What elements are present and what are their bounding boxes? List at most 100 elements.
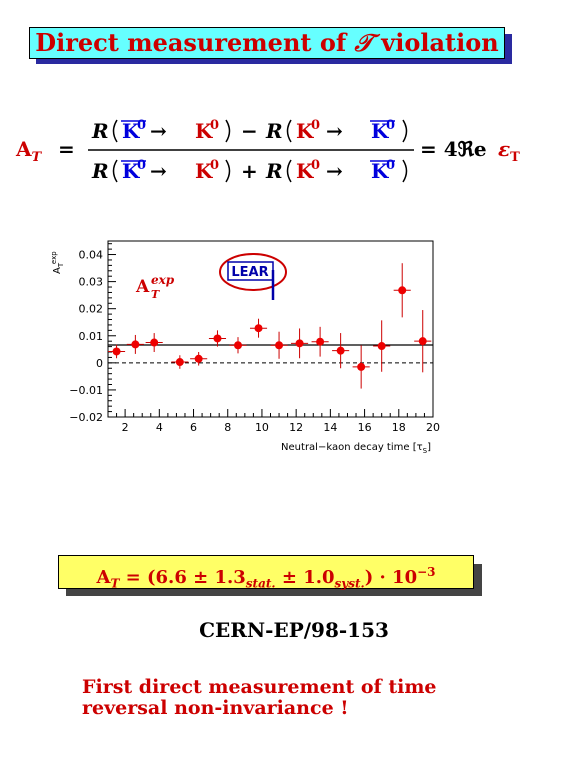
conclusion-line-2: reversal non-invariance ! xyxy=(82,697,349,719)
point-marker xyxy=(213,334,222,343)
svg-text:−: − xyxy=(241,119,258,143)
svg-text:K: K xyxy=(122,159,140,183)
svg-text:0: 0 xyxy=(311,158,320,173)
data-point xyxy=(414,310,432,373)
x-tick-label: 12 xyxy=(289,421,303,434)
point-marker xyxy=(175,358,184,367)
formula-numerator: R K 0 → K 0 − R K 0 → K 0 xyxy=(91,118,408,143)
point-marker xyxy=(357,362,366,371)
data-point xyxy=(190,352,208,366)
svg-text:K: K xyxy=(296,159,314,183)
data-point xyxy=(208,330,227,347)
svg-text:=: = xyxy=(58,137,75,161)
data-point xyxy=(393,263,411,318)
y-tick-label: 0.02 xyxy=(79,303,104,316)
data-point xyxy=(249,318,268,338)
title-prefix: Direct measurement of xyxy=(35,28,347,57)
svg-text:0: 0 xyxy=(386,118,395,133)
svg-text:0: 0 xyxy=(137,158,146,173)
data-point xyxy=(145,333,163,353)
svg-text:→: → xyxy=(150,119,167,143)
formula-epsilon: εT xyxy=(498,137,520,165)
svg-text:R: R xyxy=(91,159,109,183)
svg-text:0: 0 xyxy=(137,118,146,133)
chart-title: A xyxy=(135,277,150,297)
conclusion-line-1: First direct measurement of time xyxy=(82,676,437,698)
point-marker xyxy=(418,337,427,346)
y-tick-label: 0.03 xyxy=(79,276,104,289)
chart-title-sup: exp xyxy=(151,273,175,287)
title-symbol: 𝒯 xyxy=(354,28,373,57)
svg-text:K: K xyxy=(371,119,389,143)
chart-title-sub: T xyxy=(151,288,160,301)
y-tick-label: 0.04 xyxy=(79,249,104,262)
point-marker xyxy=(336,346,345,355)
point-marker xyxy=(254,324,263,333)
x-tick-label: 4 xyxy=(156,421,163,434)
x-tick-label: 2 xyxy=(122,421,129,434)
data-point xyxy=(126,334,144,354)
x-tick-label: 6 xyxy=(190,421,197,434)
svg-text:→: → xyxy=(326,159,343,183)
y-tick-label: 0.01 xyxy=(79,330,104,343)
svg-text:0: 0 xyxy=(210,118,219,133)
x-axis-label: Neutral−kaon decay time [τS] xyxy=(281,442,431,455)
svg-text:R: R xyxy=(91,119,109,143)
x-tick-label: 10 xyxy=(255,421,269,434)
point-marker xyxy=(295,339,304,348)
data-point xyxy=(229,337,247,354)
x-tick-label: 8 xyxy=(224,421,231,434)
svg-text:R: R xyxy=(265,119,283,143)
data-point xyxy=(311,326,329,357)
asymmetry-formula: AT = R K 0 → K 0 − R K 0 → K 0 R xyxy=(15,118,520,183)
x-tick-label: 18 xyxy=(392,421,406,434)
formula-rhs: = 4ℜe xyxy=(420,137,487,161)
point-marker xyxy=(275,341,284,350)
svg-text:K: K xyxy=(195,159,213,183)
point-marker xyxy=(131,340,140,349)
chart-marks xyxy=(108,263,433,389)
x-tick-label: 14 xyxy=(323,421,337,434)
lear-logo-text: LEAR xyxy=(231,265,268,280)
svg-text:+: + xyxy=(241,159,258,183)
point-marker xyxy=(398,286,407,295)
svg-text:R: R xyxy=(265,159,283,183)
page-title: Direct measurement of 𝒯 violation xyxy=(29,27,505,59)
y-tick-label: −0.01 xyxy=(69,384,103,397)
data-point xyxy=(171,355,189,369)
chart-axes: 2 4 6 8 10 12 14 16 18 20 0.04 0.03 0.02 0.01 0 −0.01 −0… xyxy=(69,240,440,434)
svg-text:0: 0 xyxy=(311,118,320,133)
svg-text:0: 0 xyxy=(210,158,219,173)
result-box: AT = (6.6 ± 1.3stat. ± 1.0syst.) · 10−3 xyxy=(58,555,474,591)
data-point xyxy=(373,320,391,372)
svg-text:→: → xyxy=(150,159,167,183)
data-point xyxy=(291,328,309,359)
report-reference: CERN-EP/98-153 xyxy=(199,618,389,642)
svg-text:K: K xyxy=(122,119,140,143)
point-marker xyxy=(150,338,159,347)
y-axis-label: ATexp xyxy=(50,251,65,274)
point-marker xyxy=(194,354,203,363)
data-point xyxy=(270,331,288,359)
svg-text:K: K xyxy=(195,119,213,143)
svg-text:K: K xyxy=(371,159,389,183)
conclusion-note: First direct measurement of time reversa… xyxy=(82,677,437,719)
data-point xyxy=(108,344,126,359)
data-point xyxy=(352,345,370,389)
point-marker xyxy=(377,342,386,351)
title-suffix: violation xyxy=(381,28,499,57)
svg-text:K: K xyxy=(296,119,314,143)
asymmetry-chart: 2 4 6 8 10 12 14 16 18 20 0.04 0.03 0.02 0.01 0 −0.01 −0… xyxy=(50,240,440,455)
x-tick-label: 20 xyxy=(426,421,440,434)
point-marker xyxy=(112,347,121,356)
y-tick-label: −0.02 xyxy=(69,411,103,424)
x-tick-label: 16 xyxy=(358,421,372,434)
formula-lhs: AT xyxy=(15,137,43,165)
lear-logo: LEAR xyxy=(219,253,287,300)
point-marker xyxy=(316,337,325,346)
svg-text:0: 0 xyxy=(386,158,395,173)
formula-denominator: R K 0 → K 0 + R K 0 → K 0 xyxy=(91,158,408,183)
data-point xyxy=(332,333,350,369)
svg-text:→: → xyxy=(326,119,343,143)
point-marker xyxy=(234,341,242,350)
